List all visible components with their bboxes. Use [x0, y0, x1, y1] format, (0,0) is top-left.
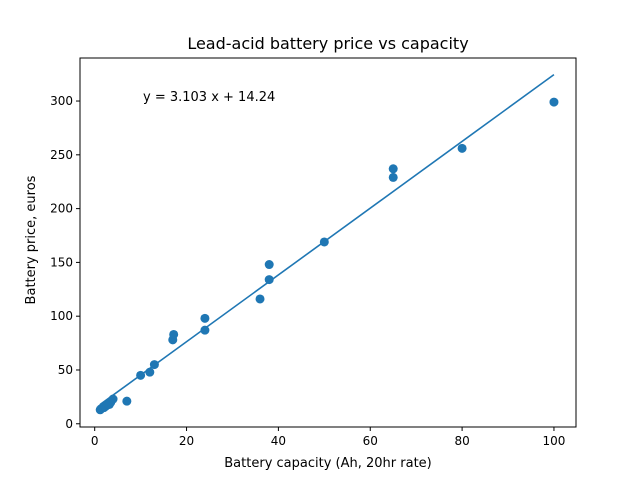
data-point — [319, 237, 329, 247]
regression-equation: y = 3.103 x + 14.24 — [143, 90, 275, 105]
y-tick-label: 0 — [65, 417, 73, 431]
y-tick-label: 300 — [50, 94, 73, 108]
data-point — [200, 313, 210, 323]
data-point — [457, 143, 467, 153]
y-tick-label: 50 — [58, 363, 73, 377]
y-tick-label: 100 — [50, 309, 73, 323]
chart-title: Lead-acid battery price vs capacity — [187, 34, 468, 53]
data-point — [136, 370, 146, 380]
data-point — [122, 396, 132, 406]
data-point — [388, 172, 398, 182]
y-axis-label: Battery price, euros — [24, 175, 39, 304]
y-tick-label: 150 — [50, 255, 73, 269]
data-point — [549, 97, 559, 107]
y-tick-label: 200 — [50, 202, 73, 216]
data-point — [149, 360, 159, 370]
data-point — [388, 164, 398, 174]
data-point — [200, 325, 210, 335]
x-tick-label: 80 — [454, 434, 469, 448]
axes-frame — [79, 57, 577, 428]
x-tick-label: 60 — [363, 434, 378, 448]
x-tick-label: 40 — [271, 434, 286, 448]
data-point — [169, 329, 179, 339]
data-point — [108, 394, 118, 404]
y-tick-label: 250 — [50, 148, 73, 162]
data-point — [145, 367, 155, 377]
data-point — [264, 275, 274, 285]
x-tick-label: 0 — [91, 434, 99, 448]
x-tick-label: 20 — [179, 434, 194, 448]
x-tick-label: 100 — [543, 434, 566, 448]
plot-area: 0 20 40 60 80 100 0 50 100 150 200 250 300 — [50, 57, 577, 448]
data-point — [255, 294, 265, 304]
x-axis-label: Battery capacity (Ah, 20hr rate) — [224, 456, 431, 471]
data-point — [264, 260, 274, 270]
